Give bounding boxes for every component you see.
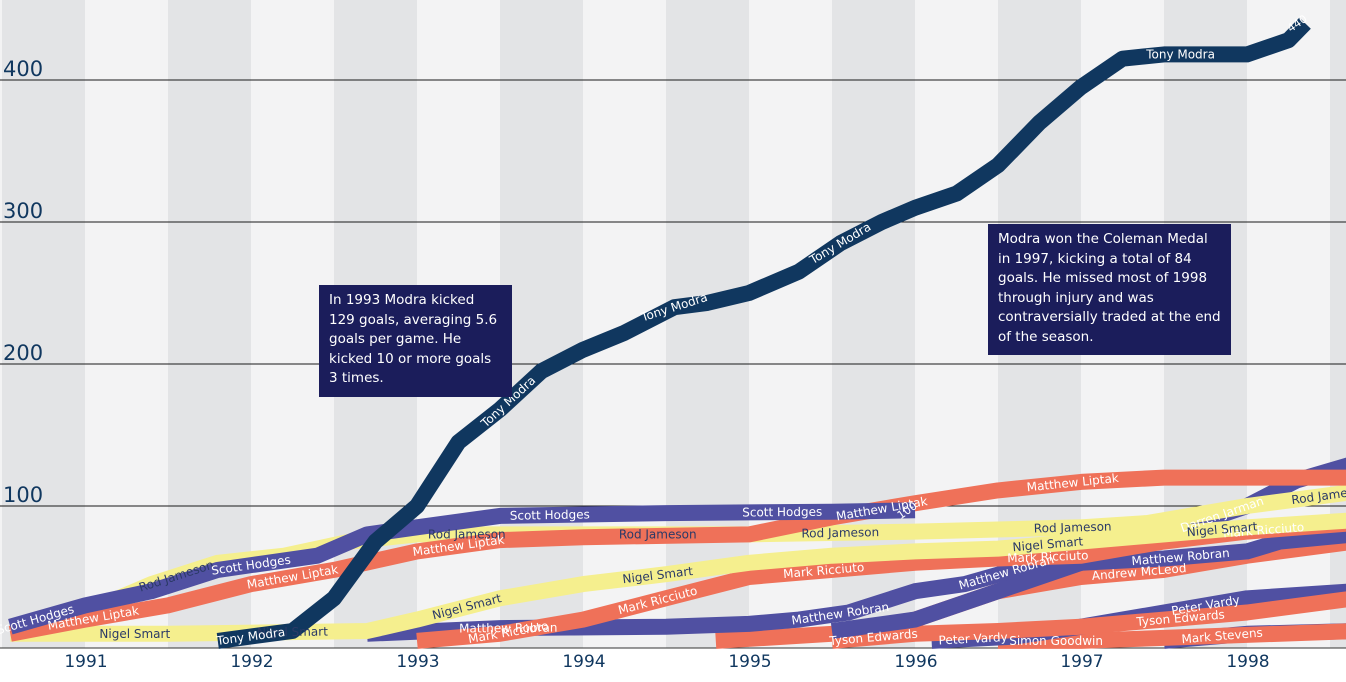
y-tick-label: 100 <box>3 483 43 507</box>
y-tick-label: 300 <box>3 199 43 223</box>
series-label-mark-ricciuto: Mark Ricciuto <box>783 560 865 581</box>
y-tick-label: 400 <box>3 57 43 81</box>
series-label-nigel-smart: Nigel Smart <box>1186 519 1258 539</box>
series-label-nigel-smart: Nigel Smart <box>1012 534 1084 554</box>
series-label-matthew-robran: Matthew Robran <box>459 621 558 636</box>
series-label-tony-modra: Tony Modra <box>1145 47 1215 61</box>
x-tick-label: 1996 <box>894 652 937 672</box>
series-label-rod-jameson: Rod Jameson <box>619 527 697 541</box>
series-line-scott-hodges <box>8 502 916 635</box>
year-band <box>2 0 85 648</box>
y-axis-ticks: 100 200 300 400 <box>3 57 43 507</box>
x-tick-label: 1998 <box>1226 652 1269 672</box>
year-band <box>666 0 749 648</box>
year-band <box>168 0 251 648</box>
series-label-scott-hodges: Scott Hodges <box>742 505 822 520</box>
x-tick-label: 1995 <box>728 652 771 672</box>
series-label-mark-stevens: Mark Stevens <box>1181 625 1263 646</box>
series-line-matthew-liptak <box>8 469 1346 642</box>
series-label-nigel-smart: Nigel Smart <box>257 625 328 640</box>
x-tick-label: 1992 <box>230 652 273 672</box>
x-axis-ticks: 1991 1992 1993 1994 1995 1996 1997 1998 <box>64 652 1269 672</box>
x-tick-label: 1997 <box>1060 652 1103 672</box>
year-band <box>500 0 583 648</box>
axis-strip <box>0 648 1346 682</box>
series-label-scott-hodges: Scott Hodges <box>510 507 590 522</box>
series-lines <box>8 17 1346 649</box>
y-tick-label: 200 <box>3 341 43 365</box>
series-label-mark-ricciuto: Mark Ricciuto <box>1007 548 1089 565</box>
annotation-1997: Modra won the Coleman Medal in 1997, kic… <box>988 224 1231 355</box>
series-line-tyson-edwards <box>831 591 1346 649</box>
series-label-mark-ricciuto: Mark Ricciuto <box>1223 520 1305 540</box>
series-label-simon-goodwin: Simon Goodwin <box>1009 634 1103 648</box>
x-tick-label: 1993 <box>396 652 439 672</box>
series-line-nigel-smart <box>10 512 1346 642</box>
annotation-1993: In 1993 Modra kicked 129 goals, averagin… <box>319 285 512 397</box>
series-label-rod-jameson: Rod Jameson <box>428 527 506 541</box>
x-tick-label: 1994 <box>562 652 605 672</box>
series-label-nigel-smart: Nigel Smart <box>431 591 503 622</box>
series-line-matthew-robran <box>366 527 1346 642</box>
series-label-nigel-smart: Nigel Smart <box>99 627 170 641</box>
x-tick-label: 1991 <box>64 652 107 672</box>
series-line-tony-modra <box>216 17 1311 649</box>
series-label-rod-jameson: Rod Jameson <box>801 525 879 540</box>
series-label-rod-jameson: Rod Jameson <box>1034 519 1112 535</box>
series-label-peter-vardy: Peter Vardy <box>938 630 1008 647</box>
